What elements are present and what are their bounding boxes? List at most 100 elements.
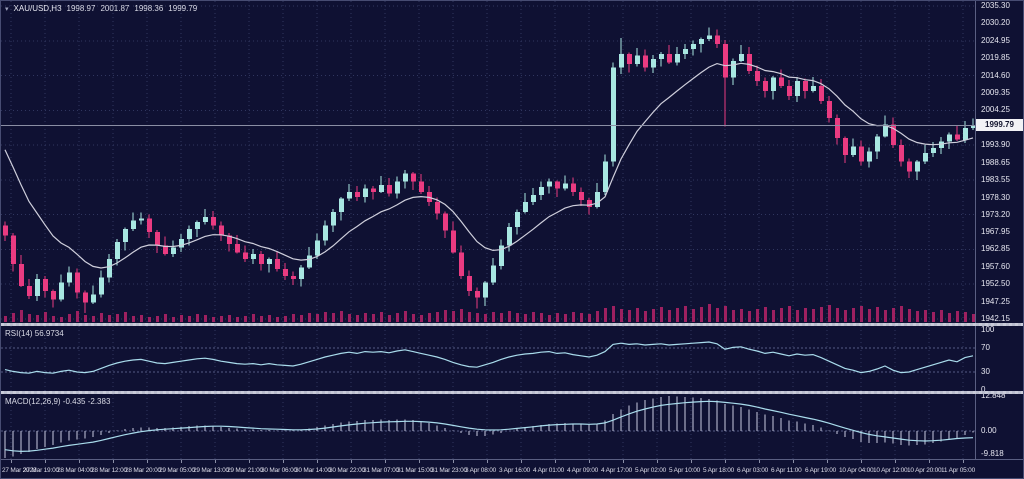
ohlc-low-value: 1998.36 [134,4,164,13]
price-tick-label: 1952.50 [981,279,1010,289]
time-axis[interactable]: 27 Mar 2023 27 Mar 19:00 28 Mar 04:00 28 Ma… [1,459,1023,478]
time-tick-label: 31 Mar 23:00 [431,467,467,474]
rsi-indicator-label: RSI(14) 56.9734 [5,329,64,338]
time-axis-tick [453,460,454,463]
price-tick-label: 1947.25 [981,296,1010,306]
price-tick-label: 2030.20 [981,18,1010,28]
time-tick-label: 31 Mar 07:00 [363,467,399,474]
time-axis-tick [861,460,862,463]
macd-tick-label: 0.00 [981,426,997,436]
price-tick-label: 2035.30 [981,1,1010,10]
time-axis-tick [147,460,148,463]
time-axis-tick [725,460,726,463]
price-tick-label: 2014.60 [981,70,1010,80]
time-tick-label: 4 Apr 09:00 [567,467,599,474]
time-tick-label: 4 Apr 01:00 [533,467,565,474]
time-axis-tick [317,460,318,463]
time-axis-tick [759,460,760,463]
time-axis-tick [827,460,828,463]
time-tick-label: 27 Mar 2023 [2,467,37,474]
ohlc-high-value: 2001.87 [100,4,130,13]
time-tick-label: 10 Apr 20:00 [907,467,942,474]
time-tick-label: 10 Apr 04:00 [839,467,874,474]
price-tick-label: 2024.95 [981,35,1010,45]
time-tick-label: 28 Mar 12:00 [91,467,127,474]
price-tick-label: 1978.30 [981,192,1010,202]
macd-indicator-label: MACD(12,26,9) -0.435 -2.383 [5,397,111,406]
time-axis-tick [351,460,352,463]
time-tick-label: 4 Apr 17:00 [601,467,633,474]
time-tick-label: 10 Apr 12:00 [873,467,908,474]
time-axis-tick [657,460,658,463]
price-tick-label: 1957.60 [981,262,1010,272]
main-chart-panel[interactable] [1,1,977,323]
chart-menu-icon[interactable]: ▾ [5,5,9,13]
time-tick-label: 29 Mar 21:00 [227,467,263,474]
time-axis-tick [113,460,114,463]
time-tick-label: 6 Apr 19:00 [805,467,837,474]
ohlc-open-value: 1998.97 [66,4,96,13]
current-price-badge: 1999.79 [976,119,1023,132]
rsi-tick-label: 0 [981,385,986,394]
price-tick-label: 1993.90 [981,140,1010,150]
time-tick-label: 31 Mar 15:00 [397,467,433,474]
time-axis-tick [419,460,420,463]
rsi-tick-label: 100 [981,325,995,334]
time-tick-label: 29 Mar 05:00 [159,467,195,474]
macd-tick-label: 12.848 [981,391,1006,400]
time-axis-tick [963,460,964,463]
time-axis-tick [589,460,590,463]
time-tick-label: 30 Mar 06:00 [261,467,297,474]
time-axis-tick [79,460,80,463]
time-axis-tick [521,460,522,463]
symbol-timeframe-label: XAU/USD,H3 [13,4,62,13]
time-axis-tick [623,460,624,463]
time-tick-label: 28 Mar 20:00 [125,467,161,474]
time-axis-tick [11,460,12,463]
time-axis-tick [249,460,250,463]
time-tick-label: 29 Mar 13:00 [193,467,229,474]
time-axis-tick [45,460,46,463]
time-tick-label: 28 Mar 04:00 [57,467,93,474]
time-axis-tick [487,460,488,463]
time-tick-label: 5 Apr 02:00 [635,467,667,474]
time-axis-tick [929,460,930,463]
price-tick-label: 1983.55 [981,174,1010,184]
price-tick-label: 2019.85 [981,52,1010,62]
time-tick-label: 11 Apr 05:00 [941,467,975,474]
macd-tick-label: -9.818 [981,449,1004,458]
panel-resize-handle-rsi[interactable] [1,323,1023,326]
time-axis-tick [793,460,794,463]
price-tick-label: 1962.85 [981,244,1010,254]
price-tick-label: 2009.35 [981,88,1010,98]
price-tick-label: 2004.25 [981,105,1010,115]
time-tick-label: 30 Mar 14:00 [295,467,331,474]
time-tick-label: 3 Apr 08:00 [465,467,497,474]
price-tick-label: 1967.95 [981,227,1010,237]
rsi-panel[interactable] [1,326,977,391]
time-axis-tick [691,460,692,463]
ohlc-close-value: 1999.79 [168,4,198,13]
time-axis-tick [895,460,896,463]
time-axis-tick [283,460,284,463]
time-tick-label: 6 Apr 11:00 [771,467,802,474]
time-tick-label: 5 Apr 18:00 [703,467,735,474]
time-axis-tick [555,460,556,463]
time-tick-label: 3 Apr 16:00 [499,467,531,474]
time-tick-label: 30 Mar 22:00 [329,467,365,474]
time-axis-tick [215,460,216,463]
time-tick-label: 27 Mar 19:00 [23,467,59,474]
time-tick-label: 6 Apr 03:00 [737,467,769,474]
time-tick-label: 5 Apr 10:00 [669,467,701,474]
price-tick-label: 1988.65 [981,157,1010,167]
panel-resize-handle-macd[interactable] [1,391,1023,394]
rsi-tick-label: 70 [981,343,990,352]
price-tick-label: 1942.15 [981,314,1010,323]
time-axis-tick [181,460,182,463]
price-scale[interactable]: 2035.30 2030.20 2024.95 2019.85 2014.60 2009.… [975,1,1023,459]
macd-panel[interactable] [1,394,977,459]
rsi-tick-label: 30 [981,367,990,376]
time-axis-tick [385,460,386,463]
price-tick-label: 1973.20 [981,209,1010,219]
